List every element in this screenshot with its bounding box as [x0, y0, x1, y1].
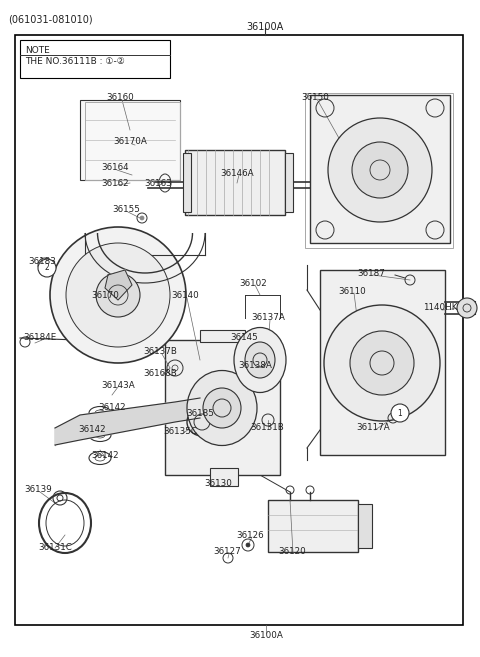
Text: 36126: 36126 [236, 530, 264, 539]
Text: 36170A: 36170A [113, 137, 147, 147]
Circle shape [38, 259, 56, 277]
Text: 36184E: 36184E [24, 334, 57, 342]
Circle shape [246, 543, 250, 547]
Text: 36102: 36102 [239, 279, 267, 288]
Bar [268, 500, 358, 552]
Text: 36142: 36142 [98, 403, 126, 413]
Circle shape [96, 273, 140, 317]
Text: 36162: 36162 [101, 179, 129, 187]
Text: 36138A: 36138A [238, 361, 272, 369]
Bar [80, 100, 180, 180]
Ellipse shape [187, 371, 257, 445]
Text: 36117A: 36117A [356, 424, 390, 432]
Bar [285, 153, 293, 212]
Bar [310, 95, 450, 243]
Text: 1: 1 [397, 409, 402, 417]
Text: 36135C: 36135C [163, 428, 197, 436]
Text: 36140: 36140 [171, 292, 199, 300]
Text: (061031-081010): (061031-081010) [8, 14, 93, 24]
Circle shape [352, 142, 408, 198]
Ellipse shape [203, 388, 241, 428]
Bar [358, 504, 372, 548]
Bar [183, 153, 191, 212]
Text: 2: 2 [45, 263, 49, 273]
Circle shape [328, 118, 432, 222]
Polygon shape [55, 398, 200, 445]
Text: 36160: 36160 [106, 93, 134, 102]
Text: 36168B: 36168B [143, 369, 177, 378]
Text: 36131B: 36131B [250, 422, 284, 432]
Text: 36183: 36183 [28, 258, 56, 267]
Text: 36150: 36150 [301, 93, 329, 101]
Ellipse shape [234, 327, 286, 392]
Text: 36100A: 36100A [249, 631, 283, 639]
Text: 36146A: 36146A [220, 168, 254, 177]
Circle shape [324, 305, 440, 421]
Text: 36163: 36163 [144, 179, 172, 187]
Bar [200, 330, 245, 342]
Bar [185, 150, 285, 215]
Text: 36170: 36170 [91, 292, 119, 300]
Ellipse shape [245, 342, 275, 378]
Text: NOTE: NOTE [25, 46, 50, 55]
Text: 36100A: 36100A [246, 22, 284, 32]
Bar [15, 35, 463, 625]
Text: 36137A: 36137A [251, 313, 285, 323]
Polygon shape [105, 270, 132, 300]
Text: 36110: 36110 [338, 286, 366, 296]
Circle shape [140, 216, 144, 220]
Ellipse shape [187, 408, 217, 436]
Circle shape [350, 331, 414, 395]
Bar [20, 40, 170, 78]
Text: 36120: 36120 [278, 547, 306, 556]
Text: 36145: 36145 [230, 332, 258, 342]
Text: 36155: 36155 [112, 206, 140, 214]
Text: 36139: 36139 [24, 486, 52, 495]
Bar [305, 93, 453, 248]
Bar [320, 270, 445, 455]
Text: 36131C: 36131C [38, 543, 72, 553]
Text: 36164: 36164 [101, 164, 129, 173]
Text: 36130: 36130 [204, 478, 232, 487]
Text: 36143A: 36143A [101, 380, 135, 390]
Circle shape [50, 227, 186, 363]
Text: 36142: 36142 [78, 426, 106, 434]
Text: 36127: 36127 [213, 547, 241, 556]
Text: 36185: 36185 [186, 409, 214, 417]
Bar [85, 102, 180, 180]
Circle shape [391, 404, 409, 422]
Text: 36187: 36187 [357, 269, 385, 277]
Text: 1140HK: 1140HK [423, 304, 457, 313]
Bar [165, 340, 280, 475]
Text: 36142: 36142 [91, 451, 119, 459]
Circle shape [457, 298, 477, 318]
Circle shape [66, 243, 170, 347]
Text: 36137B: 36137B [143, 348, 177, 357]
Text: THE NO.36111B : ①-②: THE NO.36111B : ①-② [25, 57, 125, 66]
Bar [210, 468, 238, 486]
